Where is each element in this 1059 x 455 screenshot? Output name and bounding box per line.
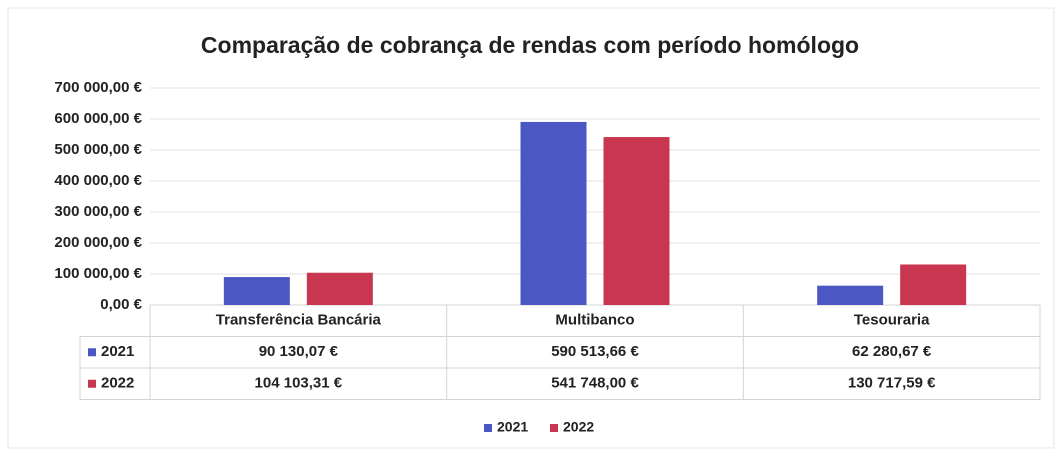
legend-label: 2022	[563, 419, 594, 435]
y-tick-label: 100 000,00 €	[54, 265, 142, 282]
legend-key	[550, 424, 558, 432]
y-tick-label: 500 000,00 €	[54, 141, 142, 158]
data-label: 130 717,59 €	[848, 375, 936, 392]
table-series-name: 2021	[101, 343, 134, 360]
data-label: 104 103,31 €	[255, 375, 343, 392]
bar	[817, 285, 884, 305]
chart-title: Comparação de cobrança de rendas com per…	[201, 32, 859, 58]
bar	[306, 272, 373, 305]
x-tick-label: Tesouraria	[854, 312, 930, 329]
data-label: 90 130,07 €	[259, 343, 339, 360]
bar	[603, 137, 670, 305]
y-tick-label: 400 000,00 €	[54, 172, 142, 189]
legend-key	[484, 424, 492, 432]
table-legend-key	[88, 379, 96, 388]
y-tick-label: 300 000,00 €	[54, 203, 142, 220]
y-tick-label: 200 000,00 €	[54, 234, 142, 251]
y-tick-label: 700 000,00 €	[54, 79, 142, 96]
y-tick-label: 0,00 €	[100, 296, 142, 313]
bar	[520, 121, 587, 305]
x-tick-label: Multibanco	[555, 312, 634, 329]
table-legend-key	[88, 348, 96, 357]
table-series-name: 2022	[101, 375, 134, 392]
y-tick-label: 600 000,00 €	[54, 110, 142, 127]
legend-label: 2021	[497, 419, 528, 435]
data-label: 62 280,67 €	[852, 343, 932, 360]
x-tick-label: Transferência Bancária	[216, 312, 382, 329]
bar	[900, 264, 967, 305]
bar	[223, 277, 290, 305]
data-label: 590 513,66 €	[551, 343, 639, 360]
data-label: 541 748,00 €	[551, 375, 639, 392]
